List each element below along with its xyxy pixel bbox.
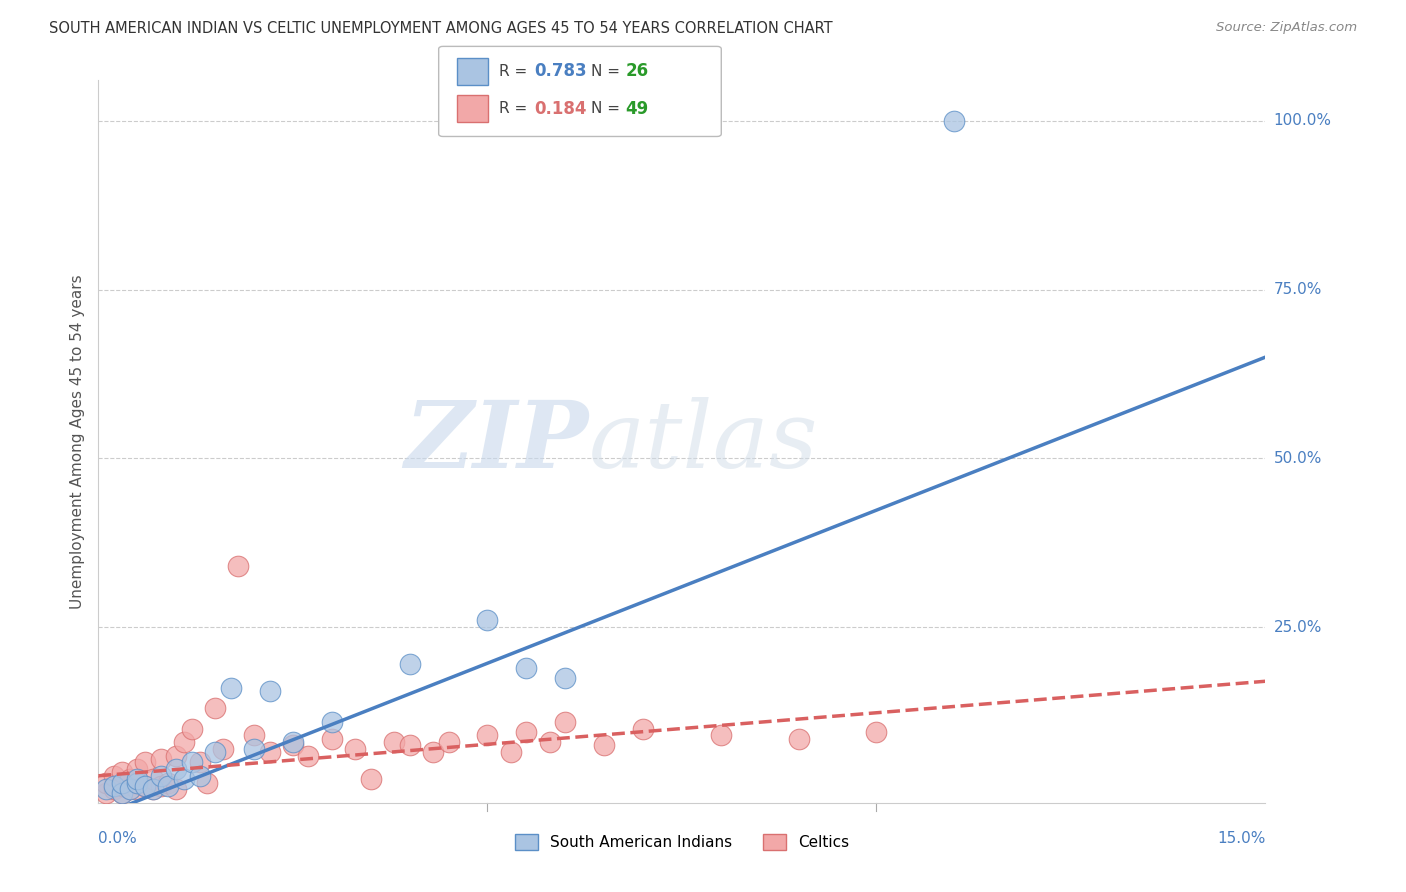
- Text: Source: ZipAtlas.com: Source: ZipAtlas.com: [1216, 21, 1357, 34]
- Point: [180, 722, 202, 736]
- Point: [103, 782, 125, 797]
- Text: ZIP: ZIP: [405, 397, 589, 486]
- Point: [111, 765, 134, 780]
- Point: [360, 772, 382, 787]
- Text: R =: R =: [499, 102, 533, 116]
- Point: [127, 775, 149, 789]
- Text: 49: 49: [626, 100, 650, 118]
- Point: [165, 762, 187, 776]
- Text: 0.783: 0.783: [534, 62, 586, 80]
- Point: [398, 657, 420, 672]
- Point: [149, 752, 172, 766]
- Point: [477, 728, 499, 742]
- Point: [259, 745, 281, 759]
- Text: 100.0%: 100.0%: [1274, 113, 1331, 128]
- Point: [382, 735, 405, 749]
- Point: [865, 725, 887, 739]
- Point: [103, 769, 125, 783]
- Point: [204, 701, 226, 715]
- Point: [204, 745, 226, 759]
- Point: [118, 782, 141, 797]
- Point: [134, 756, 156, 770]
- Point: [243, 741, 266, 756]
- Point: [212, 741, 235, 756]
- Point: [787, 731, 810, 746]
- Point: [134, 779, 156, 793]
- Point: [477, 614, 499, 628]
- Point: [149, 769, 172, 783]
- Point: [111, 779, 134, 793]
- Point: [118, 772, 141, 787]
- Point: [157, 775, 180, 789]
- Point: [127, 772, 149, 787]
- Point: [165, 748, 187, 763]
- Point: [173, 772, 195, 787]
- Text: 0.184: 0.184: [534, 100, 586, 118]
- Point: [321, 731, 343, 746]
- Point: [96, 775, 118, 789]
- Text: N =: N =: [591, 102, 624, 116]
- Point: [281, 739, 304, 753]
- Point: [103, 779, 125, 793]
- Point: [188, 769, 211, 783]
- Text: 0.0%: 0.0%: [98, 830, 138, 846]
- Text: R =: R =: [499, 64, 533, 78]
- Point: [157, 779, 180, 793]
- Point: [219, 681, 242, 695]
- Point: [142, 772, 165, 787]
- Point: [515, 725, 537, 739]
- Point: [134, 779, 156, 793]
- Text: N =: N =: [591, 64, 624, 78]
- Point: [118, 782, 141, 797]
- Point: [554, 671, 576, 685]
- Text: 75.0%: 75.0%: [1274, 282, 1322, 297]
- Legend: South American Indians, Celtics: South American Indians, Celtics: [509, 829, 855, 856]
- Point: [554, 714, 576, 729]
- Point: [142, 782, 165, 797]
- Point: [422, 745, 444, 759]
- Point: [127, 762, 149, 776]
- Point: [111, 775, 134, 789]
- Point: [96, 786, 118, 800]
- Point: [281, 735, 304, 749]
- Point: [111, 786, 134, 800]
- Text: SOUTH AMERICAN INDIAN VS CELTIC UNEMPLOYMENT AMONG AGES 45 TO 54 YEARS CORRELATI: SOUTH AMERICAN INDIAN VS CELTIC UNEMPLOY…: [49, 21, 832, 36]
- Point: [398, 739, 420, 753]
- Point: [149, 779, 172, 793]
- Text: 25.0%: 25.0%: [1274, 620, 1322, 635]
- Point: [344, 741, 367, 756]
- Point: [188, 756, 211, 770]
- Point: [173, 735, 195, 749]
- Point: [142, 782, 165, 797]
- Point: [195, 775, 218, 789]
- Point: [228, 559, 250, 574]
- Y-axis label: Unemployment Among Ages 45 to 54 years: Unemployment Among Ages 45 to 54 years: [69, 274, 84, 609]
- Point: [243, 728, 266, 742]
- Point: [165, 782, 187, 797]
- Point: [96, 782, 118, 797]
- Point: [499, 745, 522, 759]
- Point: [538, 735, 561, 749]
- Point: [259, 684, 281, 698]
- Point: [127, 775, 149, 789]
- Point: [180, 756, 202, 770]
- Point: [437, 735, 460, 749]
- Point: [515, 661, 537, 675]
- Text: 50.0%: 50.0%: [1274, 451, 1322, 466]
- Point: [111, 786, 134, 800]
- Point: [710, 728, 733, 742]
- Point: [297, 748, 319, 763]
- Point: [631, 722, 654, 736]
- Text: 15.0%: 15.0%: [1218, 830, 1265, 846]
- Point: [943, 113, 966, 128]
- Point: [321, 714, 343, 729]
- Text: 26: 26: [626, 62, 648, 80]
- Point: [593, 739, 616, 753]
- Point: [127, 782, 149, 797]
- Text: atlas: atlas: [589, 397, 818, 486]
